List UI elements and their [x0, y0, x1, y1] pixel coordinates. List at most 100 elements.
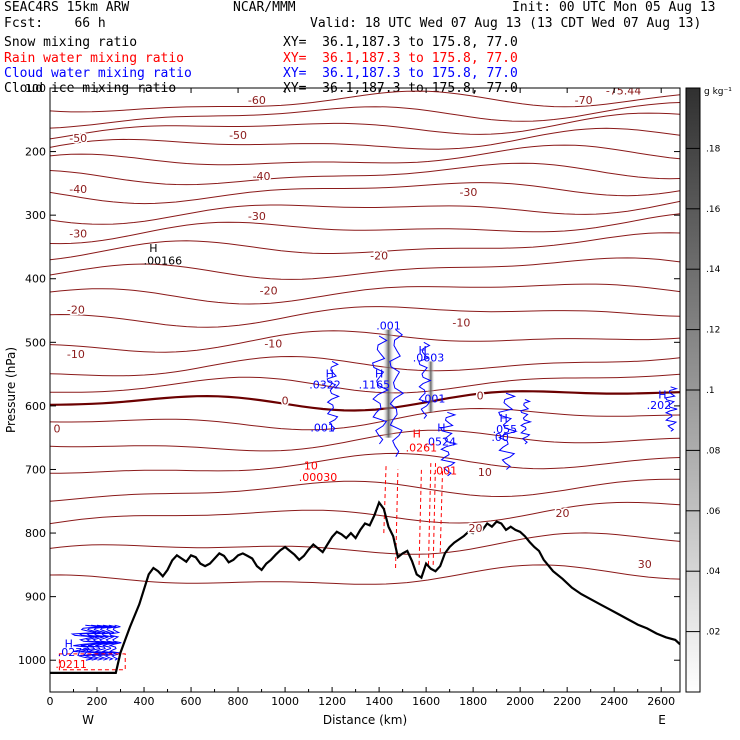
rain-water-label: .001: [433, 465, 458, 478]
temperature-label: -10: [452, 316, 470, 329]
field-name-cloud-water: Cloud water mixing ratio: [4, 66, 192, 81]
temperature-label: 30: [638, 558, 652, 571]
temperature-label: -60: [248, 94, 266, 107]
temperature-label: 10: [478, 466, 492, 479]
colorbar-tick-label: .16: [706, 205, 721, 215]
cloud-water-label: H: [500, 412, 508, 425]
cloud-water-label: .001: [376, 320, 401, 333]
rain-water-label: .0211: [55, 658, 87, 671]
cloud-water-label: H: [375, 367, 383, 380]
y-axis-label: Pressure (hPa): [4, 347, 18, 433]
x-tick-label: 1600: [412, 695, 440, 708]
cloud-water-label: .001: [310, 421, 335, 434]
x-tick-label: 2600: [647, 695, 675, 708]
snow-shading: [426, 361, 435, 413]
temperature-label: -70: [575, 94, 593, 107]
temperature-contour: [50, 90, 680, 113]
temperature-contour: [50, 127, 680, 150]
colorbar-tick-label: .14: [706, 265, 721, 275]
rain-water-contour: [418, 469, 422, 565]
temperature-label: -75.44: [606, 84, 641, 97]
temperature-label: -10: [67, 348, 85, 361]
temperature-label: -30: [69, 227, 87, 240]
field-name-snow: Snow mixing ratio: [4, 35, 138, 50]
rain-water-contour: [383, 463, 387, 534]
temperature-contour: [50, 330, 680, 353]
rain-water-label: .00030: [299, 471, 338, 484]
temperature-contour: [50, 355, 680, 377]
rain-water-label: .0261: [406, 442, 438, 455]
x-tick-label: 2200: [553, 695, 581, 708]
cloud-water-label: .0272: [58, 646, 90, 659]
rain-water-label: 10: [304, 459, 318, 472]
snow-label: .00166: [144, 255, 183, 268]
field-name-rain: Rain water mixing ratio: [4, 51, 185, 66]
temperature-contour: [50, 257, 680, 280]
temperature-label: -20: [67, 304, 85, 317]
x-tick-label: 1000: [271, 695, 299, 708]
x-axis-east-label: E: [658, 713, 666, 727]
temperature-label: 0: [54, 423, 61, 436]
rain-water-contour: [439, 469, 444, 553]
temperature-contour: [50, 501, 680, 525]
center-label: NCAR/MMM: [233, 0, 296, 15]
x-tick-label: 800: [228, 695, 249, 708]
x-axis-west-label: W: [82, 713, 94, 727]
colorbar-tick-label: .08: [706, 446, 721, 456]
colorbar-tick-label: .1: [706, 386, 715, 396]
temperature-label: -50: [229, 129, 247, 142]
temperature-contour: [50, 478, 680, 502]
temperature-contour: [50, 564, 680, 585]
x-axis-label: Distance (km): [323, 713, 407, 727]
colorbar-tick-label: .04: [706, 567, 721, 577]
y-tick-label: 400: [25, 273, 46, 286]
temperature-contour: [50, 429, 680, 452]
temperature-contour: [50, 232, 680, 261]
temperature-label: 0: [477, 390, 484, 403]
field-xy-snow: XY= 36.1,187.3 to 175.8, 77.0: [283, 35, 518, 50]
temperature-contour: [50, 407, 680, 431]
cloud-water-label: H: [65, 637, 73, 650]
temperature-contour: [50, 182, 680, 205]
temperature-contour: [50, 102, 680, 129]
field-xy-rain: XY= 36.1,187.3 to 175.8, 77.0: [283, 51, 518, 66]
cloud-water-label: .001: [421, 393, 446, 406]
cloud-water-contour: [520, 399, 533, 445]
terrain-profile: [50, 500, 680, 674]
x-tick-label: 400: [134, 695, 155, 708]
temperature-contour: [50, 283, 680, 305]
rain-water-contour: [427, 463, 432, 565]
temperature-label: -30: [248, 210, 266, 223]
cloud-water-label: .0603: [413, 351, 445, 364]
temperature-label: -20: [370, 250, 388, 263]
temperature-label: -50: [69, 132, 87, 145]
field-xy-cloud-water: XY= 36.1,187.3 to 175.8, 77.0: [283, 66, 518, 81]
temperature-contour: [50, 200, 680, 225]
temperature-label: 20: [555, 507, 569, 520]
y-tick-label: 500: [25, 336, 46, 349]
x-tick-label: 600: [181, 695, 202, 708]
cloud-water-contour: [440, 411, 459, 477]
init-time: Init: 00 UTC Mon 05 Aug 13: [512, 0, 716, 15]
rain-water-contour: [58, 653, 126, 671]
plot-frame: [49, 87, 681, 693]
y-tick-label: 800: [25, 527, 46, 540]
cloud-water-contour: [101, 624, 118, 661]
temperature-label: -20: [260, 285, 278, 298]
y-tick-label: 1000: [18, 654, 46, 667]
colorbar-tick-label: .06: [706, 507, 721, 517]
cloud-water-contour: [664, 386, 679, 432]
cloud-water-contour: [371, 335, 390, 445]
colorbar-tick-label: .18: [706, 144, 721, 154]
rain-water-contour: [432, 463, 437, 565]
x-tick-label: 200: [87, 695, 108, 708]
cloud-water-label: H: [418, 344, 426, 357]
model-title: SEAC4RS 15km ARW: [4, 0, 130, 15]
cloud-water-contour: [498, 392, 518, 470]
cloud-water-contour: [389, 329, 405, 458]
freezing-level-contour: [50, 390, 680, 412]
temperature-contour: [50, 112, 680, 140]
temperature-contour: [50, 452, 680, 474]
y-tick-label: 300: [25, 209, 46, 222]
